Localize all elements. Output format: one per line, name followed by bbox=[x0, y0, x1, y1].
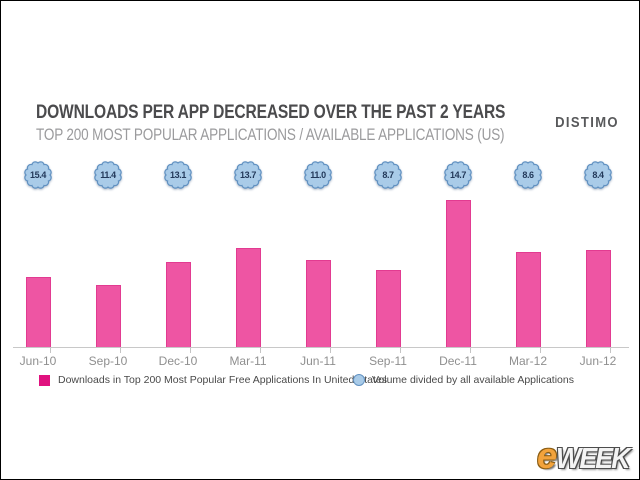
ratio-badge-seal-icon: 15.4 bbox=[24, 161, 52, 189]
axis-tick bbox=[260, 348, 261, 353]
legend-bar-swatch bbox=[39, 374, 50, 386]
axis-tick bbox=[190, 348, 191, 353]
x-axis-label: Jun-12 bbox=[563, 348, 633, 368]
x-axis-label: Jun-11 bbox=[283, 348, 353, 368]
ratio-badge: 14.7 bbox=[423, 161, 493, 189]
chart-title: DOWNLOADS PER APP DECREASED OVER THE PAS… bbox=[36, 102, 506, 123]
ratio-badge-value: 8.7 bbox=[382, 170, 394, 180]
ratio-badge: 8.6 bbox=[493, 161, 563, 189]
ratio-badge: 11.0 bbox=[283, 161, 353, 189]
ratio-badge-value: 11.4 bbox=[100, 170, 116, 180]
bar-sep-10 bbox=[95, 285, 121, 347]
ratio-badge-seal-icon: 8.7 bbox=[374, 161, 402, 189]
bar-jun-12 bbox=[585, 250, 611, 347]
eweek-logo-week: WEEK bbox=[556, 443, 631, 475]
x-axis-label: Dec-11 bbox=[423, 348, 493, 368]
bar-jun-10 bbox=[25, 277, 51, 347]
distimo-logo: DISTIMO bbox=[555, 115, 619, 131]
bars-row bbox=[3, 191, 633, 347]
legend-bar-label: Downloads in Top 200 Most Popular Free A… bbox=[58, 374, 387, 386]
x-axis-label: Sep-10 bbox=[73, 348, 143, 368]
bar-jun-11 bbox=[305, 260, 331, 347]
x-axis-label: Mar-12 bbox=[493, 348, 563, 368]
eweek-logo-e: e bbox=[536, 435, 557, 476]
x-axis-labels-row: Jun-10 Sep-10 Dec-10 Mar-11 Jun-11 Sep-11 Dec-… bbox=[3, 348, 633, 368]
ratio-badge-value: 14.7 bbox=[450, 170, 466, 180]
ratio-badge-seal-icon: 8.6 bbox=[514, 161, 542, 189]
ratio-badge: 8.4 bbox=[563, 161, 633, 189]
axis-tick bbox=[330, 348, 331, 353]
axis-tick bbox=[610, 348, 611, 353]
axis-tick bbox=[470, 348, 471, 353]
axis-tick bbox=[50, 348, 51, 353]
ratio-badge: 13.1 bbox=[143, 161, 213, 189]
axis-tick bbox=[540, 348, 541, 353]
legend-item-volume-ratio: Volume divided by all available Applicat… bbox=[353, 374, 574, 386]
bar-dec-11 bbox=[445, 200, 471, 347]
ratio-badge-value: 13.1 bbox=[170, 170, 186, 180]
ratio-badge-seal-icon: 13.1 bbox=[164, 161, 192, 189]
ratio-badge-value: 8.4 bbox=[592, 170, 604, 180]
x-axis-line bbox=[13, 347, 629, 348]
chart-subtitle: TOP 200 MOST POPULAR APPLICATIONS / AVAI… bbox=[36, 126, 505, 144]
x-axis-label: Sep-11 bbox=[353, 348, 423, 368]
axis-tick bbox=[400, 348, 401, 353]
ratio-badge-seal-icon: 14.7 bbox=[444, 161, 472, 189]
legend-badge-swatch bbox=[353, 374, 365, 386]
ratio-badge: 11.4 bbox=[73, 161, 143, 189]
legend-item-downloads: Downloads in Top 200 Most Popular Free A… bbox=[39, 374, 387, 386]
ratio-badge-seal-icon: 8.4 bbox=[584, 161, 612, 189]
bar-dec-10 bbox=[165, 262, 191, 347]
bar-sep-11 bbox=[375, 270, 401, 347]
ratio-badge-seal-icon: 13.7 bbox=[234, 161, 262, 189]
ratio-badge-value: 13.7 bbox=[240, 170, 256, 180]
ratio-badge-value: 8.6 bbox=[522, 170, 534, 180]
bar-mar-11 bbox=[235, 248, 261, 347]
x-axis-label: Jun-10 bbox=[3, 348, 73, 368]
x-axis-label: Dec-10 bbox=[143, 348, 213, 368]
ratio-badge: 15.4 bbox=[3, 161, 73, 189]
ratio-badges-row: 15.4 11.4 13.1 13.7 11.0 8.7 14.7 8.6 8.4 bbox=[3, 161, 633, 189]
legend-badge-label: Volume divided by all available Applicat… bbox=[372, 374, 574, 386]
x-axis-label: Mar-11 bbox=[213, 348, 283, 368]
ratio-badge-value: 11.0 bbox=[310, 170, 326, 180]
bar-mar-12 bbox=[515, 252, 541, 347]
ratio-badge-value: 15.4 bbox=[30, 170, 46, 180]
ratio-badge-seal-icon: 11.4 bbox=[94, 161, 122, 189]
ratio-badge-seal-icon: 11.0 bbox=[304, 161, 332, 189]
ratio-badge: 8.7 bbox=[353, 161, 423, 189]
ratio-badge: 13.7 bbox=[213, 161, 283, 189]
legend: Downloads in Top 200 Most Popular Free A… bbox=[1, 374, 639, 392]
eweek-logo: e WEEK bbox=[536, 435, 635, 476]
axis-tick bbox=[120, 348, 121, 353]
